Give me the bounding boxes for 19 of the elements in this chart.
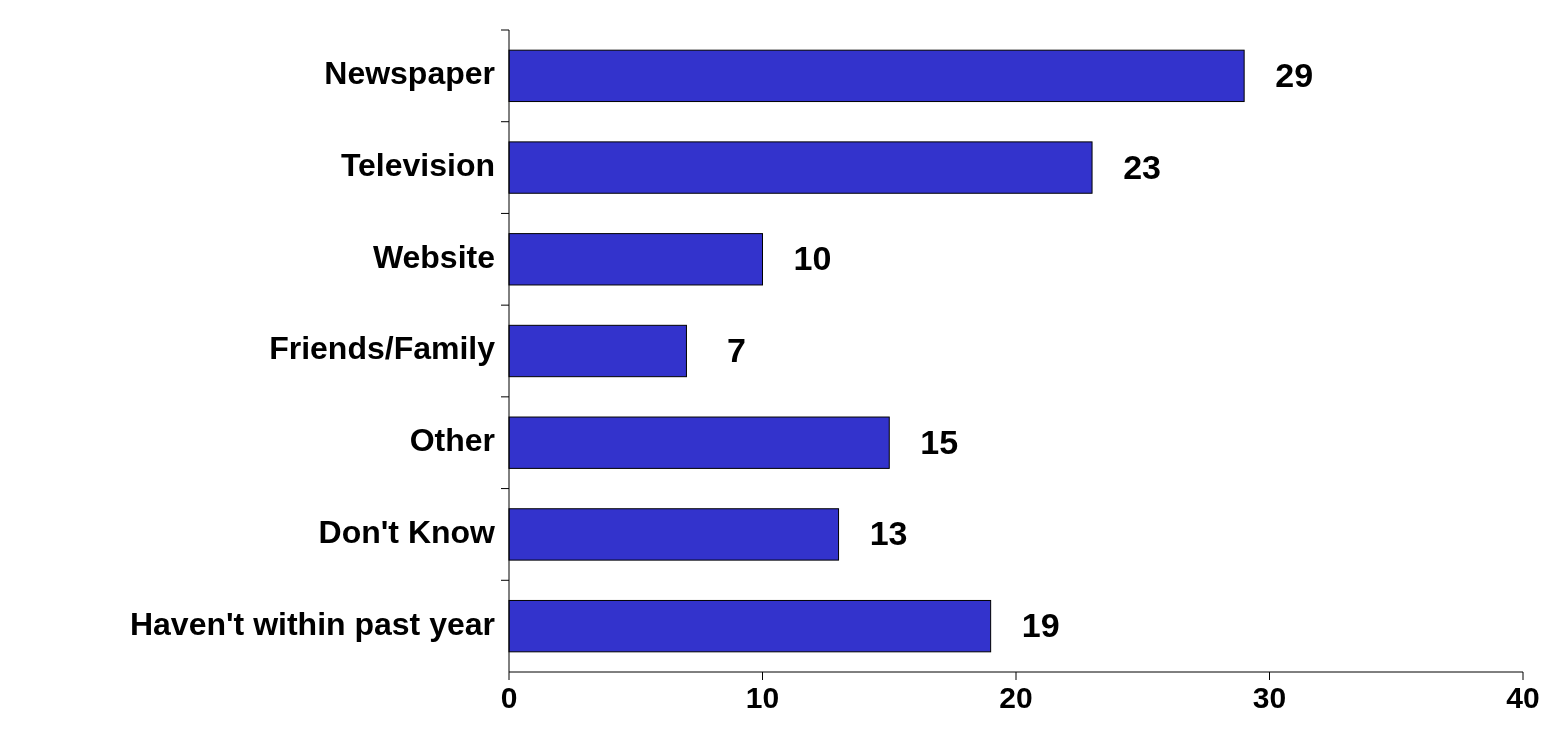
y-tick-label: Other bbox=[409, 422, 495, 459]
y-tick-label: Don't Know bbox=[318, 513, 496, 550]
y-tick-label: Friends/Family bbox=[269, 330, 496, 367]
data-label: 29 bbox=[1275, 55, 1314, 94]
data-label: 19 bbox=[1021, 606, 1060, 645]
x-tick-label: 10 bbox=[745, 681, 780, 714]
data-label: 7 bbox=[726, 330, 746, 369]
x-tick-label: 0 bbox=[500, 681, 518, 714]
x-tick-label: 40 bbox=[1506, 681, 1540, 714]
data-label: 23 bbox=[1123, 147, 1161, 186]
x-tick-label: 20 bbox=[999, 681, 1033, 714]
y-tick-label: Website bbox=[372, 238, 495, 275]
data-label: 13 bbox=[869, 514, 908, 553]
y-tick-label: Television bbox=[340, 147, 495, 184]
y-tick-label: Newspaper bbox=[324, 55, 495, 92]
x-tick-label: 30 bbox=[1252, 681, 1287, 714]
data-label: 15 bbox=[920, 422, 959, 461]
data-label: 10 bbox=[793, 239, 832, 278]
y-tick-label: Haven't within past year bbox=[129, 605, 495, 642]
